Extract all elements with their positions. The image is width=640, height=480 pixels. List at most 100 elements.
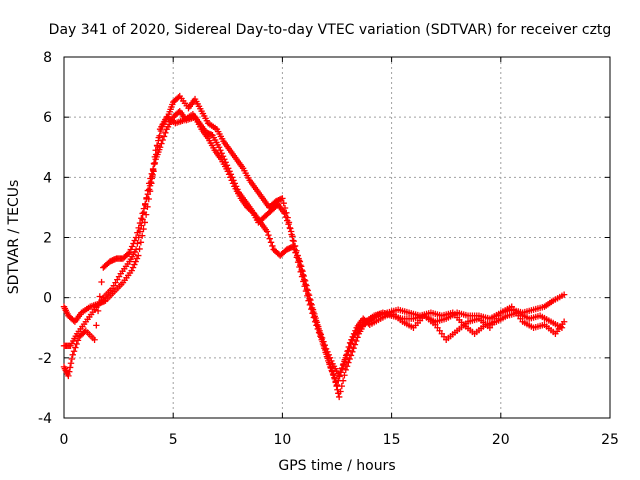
data-point	[132, 234, 140, 241]
data-point	[93, 322, 100, 329]
data-point	[230, 177, 237, 184]
data-point	[150, 168, 157, 175]
data-point	[134, 229, 141, 236]
data-point	[147, 178, 155, 186]
grid-lines	[64, 57, 610, 418]
data-point	[67, 360, 75, 367]
data-point	[129, 264, 137, 271]
data-point	[149, 171, 156, 179]
x-tick-label: 10	[273, 432, 291, 448]
x-tick-label: 20	[492, 432, 510, 448]
data-point	[323, 351, 330, 358]
y-axis-label: SDTVAR / TECUs	[6, 180, 22, 295]
data-point	[263, 228, 271, 235]
data-point	[159, 136, 166, 144]
data-point	[327, 363, 334, 371]
data-point	[337, 369, 345, 376]
data-point	[336, 373, 343, 380]
data-point	[65, 372, 72, 380]
data-point	[342, 352, 350, 359]
data-point	[135, 252, 142, 259]
data-point	[217, 147, 224, 154]
data-point	[234, 186, 241, 193]
data-point	[128, 267, 135, 274]
data-point	[319, 338, 326, 345]
data-point	[352, 327, 359, 334]
data-point	[215, 144, 223, 151]
data-point	[560, 291, 568, 298]
data-point	[151, 159, 159, 167]
data-point	[338, 382, 346, 390]
data-point	[144, 190, 152, 198]
data-point	[269, 242, 276, 250]
data-point	[285, 221, 292, 228]
data-point	[227, 171, 235, 178]
data-point	[127, 246, 135, 253]
series-track-c	[60, 110, 568, 389]
data-point	[218, 150, 225, 157]
y-tick-label: -4	[38, 411, 52, 427]
data-point	[284, 217, 291, 224]
data-point	[315, 325, 322, 333]
y-tick-label: 6	[43, 110, 52, 126]
data-point	[267, 239, 275, 246]
y-tick-label: 4	[43, 170, 52, 186]
data-point	[316, 329, 324, 337]
data-point	[289, 233, 296, 240]
data-point	[351, 341, 359, 348]
data-point	[140, 225, 147, 233]
data-point	[301, 276, 308, 283]
data-point	[94, 307, 102, 315]
data-point	[340, 360, 347, 368]
data-point	[304, 290, 312, 298]
data-point	[280, 200, 287, 207]
y-tick-label: -2	[38, 351, 52, 367]
data-point	[560, 318, 568, 325]
data-point	[353, 337, 360, 345]
data-point	[341, 356, 349, 363]
data-point	[126, 249, 133, 256]
data-point	[308, 304, 316, 312]
data-point	[68, 355, 76, 363]
data-point	[74, 337, 82, 344]
data-point	[320, 342, 328, 349]
data-point	[143, 195, 150, 203]
data-point	[158, 140, 165, 147]
data-point	[226, 168, 233, 175]
data-marks	[60, 92, 568, 401]
x-tick-label: 0	[60, 432, 69, 448]
data-point	[140, 205, 148, 212]
data-point	[96, 293, 104, 300]
y-tick-label: 2	[43, 231, 52, 247]
axis-ticks	[63, 56, 611, 419]
data-point	[291, 242, 299, 250]
data-point	[265, 231, 272, 239]
data-point	[232, 183, 240, 190]
data-point	[287, 228, 295, 235]
data-point	[98, 278, 105, 286]
y-axis-tick-labels: -4 -2 0 2 4 6 8	[38, 50, 52, 427]
data-point	[339, 364, 346, 372]
data-point	[310, 308, 317, 316]
data-point	[131, 261, 138, 268]
data-point	[221, 156, 228, 163]
data-point	[318, 334, 325, 341]
data-point	[295, 257, 303, 264]
data-point	[293, 247, 300, 254]
data-point	[324, 355, 332, 362]
data-point	[66, 368, 73, 375]
data-point	[135, 224, 142, 232]
data-point	[219, 153, 227, 160]
data-point	[307, 300, 314, 307]
data-point	[148, 175, 155, 182]
data-point	[162, 129, 169, 137]
data-point	[331, 374, 338, 381]
y-tick-label: 8	[43, 50, 52, 66]
y-tick-label: 0	[43, 291, 52, 307]
x-tick-label: 25	[601, 432, 619, 448]
data-point	[160, 133, 168, 140]
data-point	[342, 366, 349, 374]
data-point	[138, 215, 145, 222]
data-point	[345, 343, 352, 351]
